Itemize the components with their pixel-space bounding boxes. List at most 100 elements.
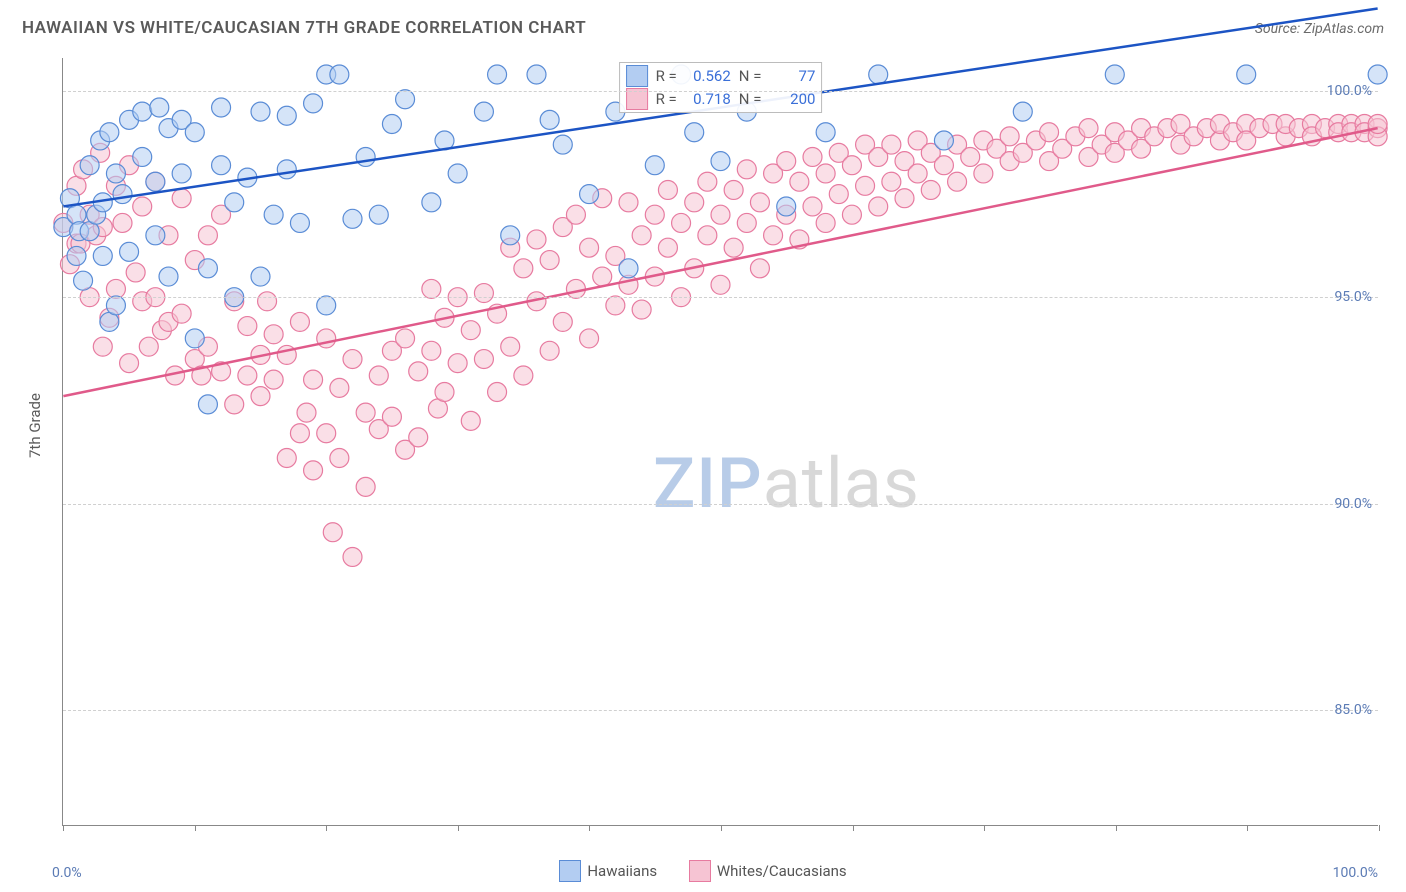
data-point: [632, 226, 651, 245]
data-point: [100, 123, 119, 142]
data-point: [1040, 123, 1059, 142]
legend-label-series1: Hawaiians: [587, 862, 657, 880]
data-point: [711, 275, 730, 294]
data-point: [330, 378, 349, 397]
stat-r-val-1: 0.562: [685, 65, 731, 88]
data-point: [566, 279, 585, 298]
x-tick-label-max: 100.0%: [1333, 865, 1378, 881]
data-point: [750, 193, 769, 212]
data-point: [133, 102, 152, 121]
data-point: [277, 106, 296, 125]
data-point: [93, 246, 112, 265]
data-point: [448, 354, 467, 373]
data-point: [172, 164, 191, 183]
data-point: [488, 383, 507, 402]
data-point: [645, 205, 664, 224]
data-point: [356, 477, 375, 496]
data-point: [658, 238, 677, 257]
data-point: [297, 403, 316, 422]
data-point: [369, 205, 388, 224]
data-point: [658, 180, 677, 199]
data-point: [816, 213, 835, 232]
data-point: [842, 205, 861, 224]
data-point: [1000, 127, 1019, 146]
data-point: [185, 123, 204, 142]
data-point: [172, 304, 191, 323]
data-point: [93, 337, 112, 356]
x-tick: [721, 825, 722, 831]
data-point: [113, 213, 132, 232]
data-point: [369, 366, 388, 385]
x-tick: [458, 825, 459, 831]
data-point: [356, 403, 375, 422]
data-point: [737, 213, 756, 232]
data-point: [488, 65, 507, 84]
x-tick: [589, 825, 590, 831]
x-tick: [1247, 825, 1248, 831]
grid-line: [63, 297, 1378, 298]
data-point: [106, 164, 125, 183]
data-point: [711, 152, 730, 171]
data-point: [198, 226, 217, 245]
data-point: [264, 370, 283, 389]
grid-line: [63, 91, 1378, 92]
data-point: [474, 350, 493, 369]
data-point: [593, 267, 612, 286]
data-point: [750, 259, 769, 278]
data-point: [146, 226, 165, 245]
data-point: [816, 123, 835, 142]
data-point: [139, 337, 158, 356]
data-point: [382, 114, 401, 133]
data-point: [120, 354, 139, 373]
data-point: [698, 226, 717, 245]
data-point: [277, 160, 296, 179]
data-point: [448, 164, 467, 183]
data-point: [934, 156, 953, 175]
data-point: [304, 461, 323, 480]
data-point: [133, 197, 152, 216]
data-point: [198, 259, 217, 278]
data-point: [566, 205, 585, 224]
data-point: [264, 325, 283, 344]
data-point: [501, 226, 520, 245]
chart-area: 7th Grade R = 0.562 N = 77 R = 0.718 N =…: [48, 58, 1378, 826]
y-tick-label: 90.0%: [1334, 496, 1372, 512]
data-point: [632, 300, 651, 319]
chart-title: HAWAIIAN VS WHITE/CAUCASIAN 7TH GRADE CO…: [22, 18, 586, 38]
y-tick-label: 85.0%: [1334, 702, 1372, 718]
data-point: [580, 238, 599, 257]
data-point: [527, 230, 546, 249]
data-point: [146, 172, 165, 191]
x-tick: [326, 825, 327, 831]
data-point: [251, 102, 270, 121]
data-point: [869, 197, 888, 216]
y-axis-label: 7th Grade: [26, 393, 44, 458]
data-point: [409, 362, 428, 381]
data-point: [777, 152, 796, 171]
data-point: [225, 395, 244, 414]
data-point: [74, 271, 93, 290]
data-point: [724, 238, 743, 257]
data-point: [685, 193, 704, 212]
data-point: [777, 197, 796, 216]
data-point: [238, 317, 257, 336]
data-point: [258, 292, 277, 311]
plot-region: R = 0.562 N = 77 R = 0.718 N = 200 ZIPat…: [62, 58, 1378, 826]
data-point: [619, 193, 638, 212]
x-tick: [63, 825, 64, 831]
data-point: [1368, 65, 1387, 84]
stat-r-label-1: R =: [656, 65, 677, 88]
data-point: [120, 242, 139, 261]
data-point: [422, 341, 441, 360]
data-point: [711, 205, 730, 224]
data-point: [724, 180, 743, 199]
data-point: [185, 329, 204, 348]
data-point: [435, 383, 454, 402]
data-point: [790, 172, 809, 191]
data-point: [816, 164, 835, 183]
data-point: [251, 387, 270, 406]
data-point: [829, 185, 848, 204]
data-point: [343, 547, 362, 566]
data-point: [461, 321, 480, 340]
data-point: [1079, 119, 1098, 138]
